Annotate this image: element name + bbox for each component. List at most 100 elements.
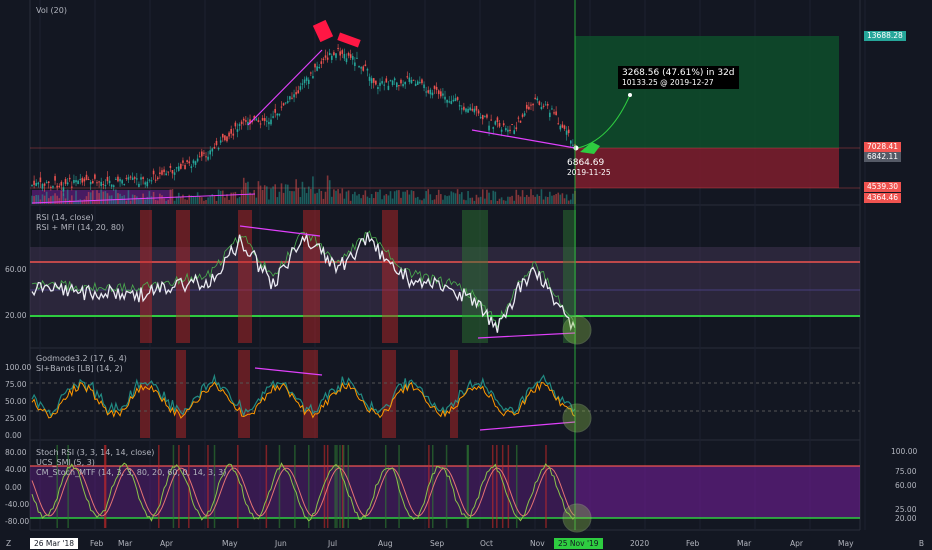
candle-body xyxy=(500,129,503,132)
volume-bar xyxy=(400,197,402,204)
candle-body xyxy=(286,101,289,103)
volume-bar xyxy=(490,200,492,204)
rsi-highlight xyxy=(563,210,576,343)
stoch-rsi-indicator-label[interactable]: Stoch RSI (3, 3, 14, 14, close) xyxy=(36,448,155,457)
volume-bar xyxy=(456,189,459,204)
candle-body xyxy=(454,98,457,102)
cm-stoch-mtf-indicator-label[interactable]: CM_Stoch_MTF (14, 3, 3, 80, 20, 60, 0, 1… xyxy=(36,468,227,477)
volume-bar xyxy=(477,197,480,204)
candle-body xyxy=(282,103,285,106)
candle-body xyxy=(542,105,545,107)
volume-bar xyxy=(39,199,42,204)
volume-bar xyxy=(521,190,524,204)
volume-bar xyxy=(104,191,107,204)
volume-bar xyxy=(35,195,37,204)
candle-body xyxy=(217,148,220,150)
volume-bar xyxy=(226,194,228,204)
candle-body xyxy=(372,78,375,83)
candle-body xyxy=(56,185,58,188)
godmode-indicator-label[interactable]: Godmode3.2 (17, 6, 4) xyxy=(36,354,127,363)
candle-body xyxy=(362,66,365,71)
godmode-tick: 25.00 xyxy=(5,414,27,423)
volume-bar xyxy=(295,179,297,204)
volume-bar xyxy=(249,192,251,204)
volume-bar xyxy=(406,190,409,204)
volume-bar xyxy=(446,196,448,204)
godmode-series xyxy=(31,373,576,419)
volume-indicator-label[interactable]: Vol (20) xyxy=(36,6,67,15)
candle-body xyxy=(398,85,400,87)
candle-body xyxy=(515,127,518,130)
volume-bar xyxy=(54,193,56,204)
projection-bubble[interactable]: 3268.56 (47.61%) in 32d 10133.25 @ 2019-… xyxy=(618,66,739,89)
candle-body xyxy=(52,186,54,188)
candle-body xyxy=(356,57,358,59)
ucs-smi-indicator-label[interactable]: UCS_SMI (5, 3) xyxy=(36,458,95,467)
volume-bar xyxy=(186,199,188,204)
volume-bar xyxy=(310,189,312,204)
candle-body xyxy=(385,78,388,83)
volume-bar xyxy=(354,191,356,204)
volume-bar xyxy=(362,194,365,204)
candle-body xyxy=(469,107,471,111)
candle-body xyxy=(517,117,520,119)
candle-body xyxy=(87,179,90,181)
candle-body xyxy=(360,67,362,69)
stoch-series xyxy=(31,462,576,522)
candle-body xyxy=(563,125,566,129)
corner-left[interactable]: Z xyxy=(6,539,12,548)
volume-bar xyxy=(274,184,276,204)
volume-bar xyxy=(245,182,247,204)
candle-body xyxy=(73,180,75,183)
candle-body xyxy=(123,184,126,186)
time-axis-month-label: Feb xyxy=(90,539,104,548)
mfi-line xyxy=(31,230,576,329)
volume-bar xyxy=(404,191,406,204)
rsi-indicator-label[interactable]: RSI (14, close) xyxy=(36,213,94,222)
candle-body xyxy=(307,79,310,84)
candle-body xyxy=(366,68,369,71)
volume-bar xyxy=(467,191,469,204)
volume-bar xyxy=(502,200,505,204)
volume-bar xyxy=(412,191,415,204)
volume-bar xyxy=(77,200,79,204)
volume-bar xyxy=(494,191,497,204)
volume-bar xyxy=(408,194,411,204)
volume-bar xyxy=(286,184,289,204)
volume-bar xyxy=(171,189,174,204)
volume-bar xyxy=(519,196,522,204)
volume-bar xyxy=(175,196,178,204)
price-tag-target: 13688.28 xyxy=(864,31,906,41)
stoch-k-line xyxy=(31,462,576,522)
candle-body xyxy=(230,129,232,134)
candle-body xyxy=(391,80,394,86)
volume-bar xyxy=(43,195,46,204)
volume-bar xyxy=(343,198,346,204)
volume-bar xyxy=(33,196,35,204)
candle-body xyxy=(142,177,144,179)
volume-bar xyxy=(525,194,528,204)
candle-body xyxy=(39,177,42,183)
volume-bar xyxy=(56,195,58,204)
volume-bar xyxy=(431,200,434,204)
candle-body xyxy=(387,85,390,90)
corner-right[interactable]: B xyxy=(918,539,924,548)
time-axis-month-label: Sep xyxy=(430,539,445,548)
candle-body xyxy=(238,124,241,126)
volume-bar xyxy=(427,189,430,204)
volume-bar xyxy=(450,191,453,204)
candle-body xyxy=(532,103,534,106)
volume-bar xyxy=(540,189,543,204)
candle-body xyxy=(144,182,147,185)
rsi-mfi-indicator-label[interactable]: RSI + MFI (14, 20, 80) xyxy=(36,223,125,232)
candle-body xyxy=(341,50,344,54)
candle-body xyxy=(404,81,406,85)
price-tag-support-2: 4364.46 xyxy=(864,193,902,203)
rsi-highlight xyxy=(382,210,398,343)
time-axis-cursor-label: 25 Nov '19 xyxy=(554,538,603,549)
si-bands-indicator-label[interactable]: SI+Bands [LB] (14, 2) xyxy=(36,364,123,373)
volume-bar xyxy=(314,193,316,204)
time-axis-month-label: Mar xyxy=(118,539,133,548)
candle-body xyxy=(377,87,379,89)
